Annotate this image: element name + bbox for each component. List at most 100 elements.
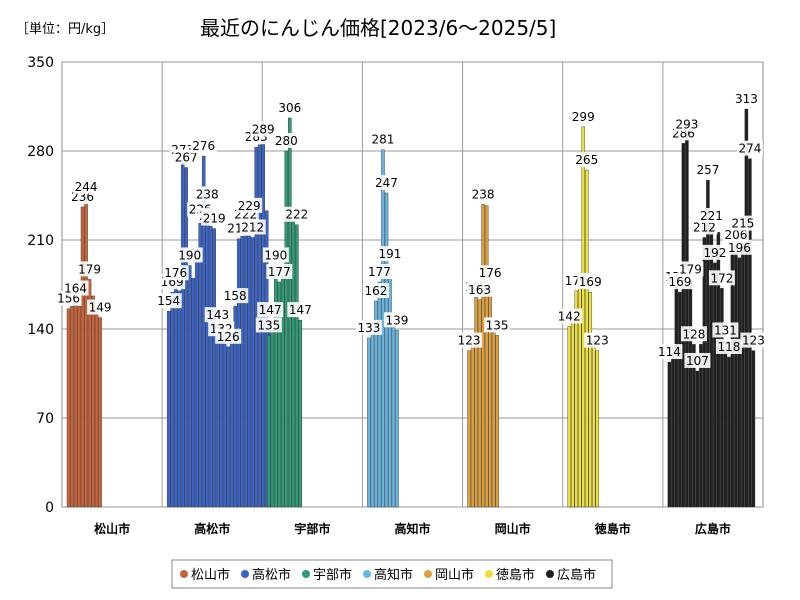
bar-広島市: [688, 279, 693, 508]
data-label: 114: [658, 345, 681, 359]
y-tick-label: 140: [27, 322, 54, 338]
data-label: 177: [368, 265, 391, 279]
bar-宇部市: [295, 224, 299, 508]
data-label-bg: [222, 288, 249, 304]
legend-marker-松山市: [180, 570, 188, 578]
data-label-bg: [656, 344, 683, 360]
data-label: 147: [259, 303, 282, 317]
data-label-bg: [677, 261, 704, 277]
bar-徳島市: [574, 290, 579, 508]
x-tick-label: 高松市: [194, 521, 230, 536]
data-label-bg: [366, 263, 393, 279]
axes-layer: 0 70 140 210 280 350 松山市 高松市 宇部市 高知市 岡山市 徳島市 広島市: [27, 55, 731, 536]
bar-徳島市: [567, 326, 572, 508]
bar-広島市: [695, 370, 700, 508]
legend-marker-広島市: [546, 570, 554, 578]
data-label-bg: [573, 152, 600, 168]
bar-高松市: [229, 341, 234, 508]
bar-宇部市: [298, 319, 303, 508]
legend-marker-宇部市: [302, 570, 310, 578]
bar-高松市: [194, 252, 199, 508]
legend-label: 宇部市: [313, 567, 352, 583]
bar-宇部市: [270, 328, 275, 508]
data-label-bg: [722, 227, 749, 243]
data-label: 190: [178, 248, 201, 262]
data-label-bg: [736, 140, 763, 156]
data-label: 176: [164, 266, 187, 280]
data-label: 143: [206, 308, 229, 322]
bar-岡山市: [495, 335, 499, 508]
data-label: 215: [731, 217, 754, 231]
data-label-bg: [250, 121, 277, 137]
bar-広島市: [678, 291, 682, 508]
data-label-bg: [715, 338, 742, 354]
data-label: 289: [252, 123, 275, 137]
data-label: 177: [268, 265, 291, 279]
bar-高知市: [377, 281, 382, 508]
legend: 松山市 高松市 宇部市 高知市 岡山市 徳島市 広島市: [171, 559, 613, 589]
bar-高松市: [170, 291, 174, 508]
data-label-bg: [194, 186, 221, 202]
bar-高松市: [212, 228, 216, 508]
data-label-bg: [712, 322, 739, 338]
data-label: 128: [682, 327, 705, 341]
data-label-bg: [708, 270, 735, 286]
data-label-bg: [456, 332, 483, 348]
data-label: 293: [675, 117, 698, 131]
bar-高知市: [384, 192, 389, 508]
legend-label: 松山市: [191, 567, 230, 583]
data-label: 306: [278, 101, 301, 115]
data-label: 313: [735, 92, 758, 106]
data-label: 135: [257, 318, 280, 332]
bar-高知市: [370, 333, 375, 508]
bar-岡山市: [477, 299, 482, 508]
bar-松山市: [77, 305, 81, 508]
bar-高松市: [208, 225, 213, 508]
data-label: 149: [89, 301, 112, 315]
x-tick-label: 高知市: [394, 521, 430, 536]
data-label: 169: [579, 275, 602, 289]
data-label-bg: [201, 210, 228, 226]
bar-松山市: [80, 206, 85, 508]
data-label-bg: [691, 219, 718, 235]
data-label-bg: [740, 332, 767, 348]
data-label-bg: [376, 246, 403, 262]
data-label-bg: [173, 149, 200, 165]
bar-岡山市: [488, 283, 492, 508]
x-tick-label: 松山市: [94, 521, 130, 536]
data-label: 163: [468, 283, 491, 297]
legend-label: 岡山市: [435, 567, 474, 583]
data-label: 133: [358, 321, 381, 335]
bar-岡山市: [481, 204, 485, 508]
bar-宇部市: [291, 220, 296, 508]
bar-徳島市: [588, 291, 593, 508]
bar-高松市: [180, 159, 185, 508]
data-label-bg: [87, 299, 114, 315]
data-label: 276: [192, 139, 215, 153]
bar-高松市: [191, 277, 195, 508]
bar-高知市: [395, 330, 399, 508]
data-label-bg: [155, 293, 182, 309]
bar-松山市: [94, 311, 99, 508]
data-label-bg: [73, 178, 100, 194]
data-label-bg: [698, 208, 725, 224]
bar-広島市: [730, 248, 735, 508]
data-label: 164: [64, 281, 87, 295]
data-label: 280: [275, 134, 298, 148]
legend-label: 徳島市: [496, 567, 535, 583]
bar-広島市: [674, 286, 679, 508]
data-label: 238: [472, 187, 495, 201]
data-label: 247: [375, 176, 398, 190]
data-label: 257: [696, 163, 719, 177]
data-label: 281: [372, 133, 395, 147]
bar-広島市: [744, 108, 749, 508]
data-label-bg: [383, 312, 410, 328]
bar-高松市: [219, 338, 223, 508]
bar-高松市: [173, 283, 178, 508]
bar-岡山市: [491, 332, 496, 508]
data-label: 147: [289, 303, 312, 317]
data-label-bg: [577, 274, 604, 290]
bar-高知市: [388, 263, 392, 508]
data-label-bg: [470, 186, 497, 202]
